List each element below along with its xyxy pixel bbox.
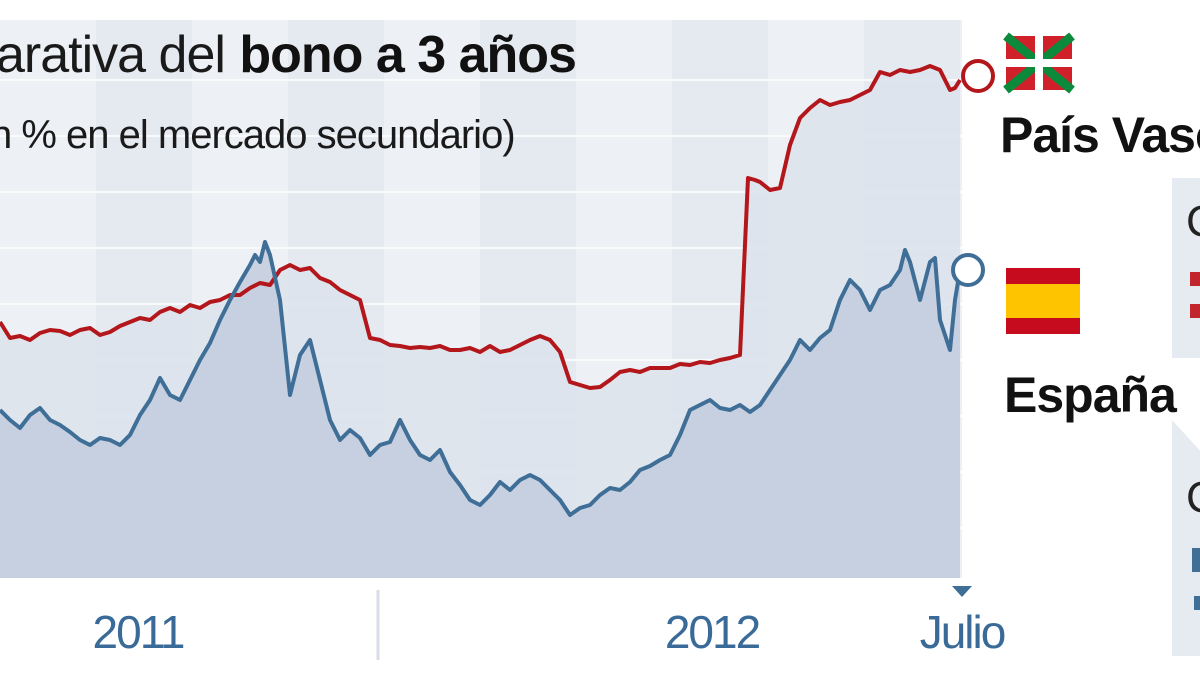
x-tick-label: 2011	[93, 606, 184, 658]
panel-top-red-mark-2	[1190, 304, 1200, 318]
ikurrina-flag-icon	[1003, 32, 1075, 94]
pais-vasco-end-marker	[961, 59, 995, 93]
x-tick-label: Julio	[920, 606, 1005, 658]
info-panel-top	[1172, 178, 1200, 358]
chart-title-bold: bono a 3 años	[239, 26, 576, 84]
chart-title-normal: arativa del	[0, 26, 225, 84]
chart-title: arativa del bono a 3 años	[0, 26, 576, 84]
background-band	[960, 20, 962, 578]
espana-line	[0, 240, 962, 517]
julio-marker-icon	[952, 586, 972, 597]
chart-subtitle: n % en el mercado secundario)	[0, 113, 515, 157]
espana-area	[0, 242, 960, 578]
panel-bottom-blue-mark	[1192, 548, 1200, 572]
panel-top-glyph: C	[1186, 197, 1200, 246]
spain-flag-icon	[1006, 268, 1080, 334]
legend-espana: España	[1004, 367, 1178, 423]
panel-bottom-blue-mark-2	[1194, 596, 1200, 610]
pais-vasco-line	[0, 64, 962, 390]
x-tick-label: 2012	[665, 606, 760, 658]
panel-top-red-mark	[1190, 272, 1200, 286]
legend-pais-vasco: País Vasco	[1000, 107, 1200, 163]
espana-end-marker	[951, 253, 985, 287]
panel-bottom-glyph: C	[1186, 473, 1200, 522]
callout-pointer	[1172, 420, 1200, 456]
